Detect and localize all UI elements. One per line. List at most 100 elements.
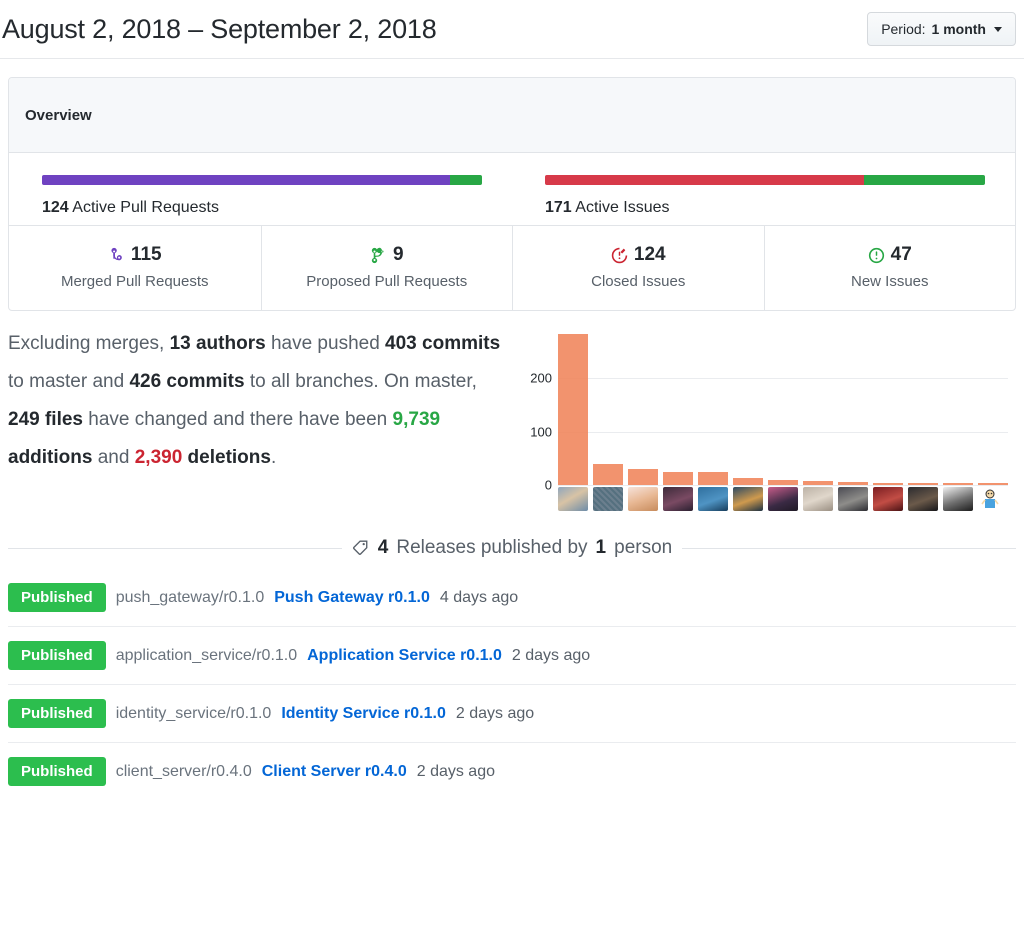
chart-avatar-axis [558,487,1008,511]
stat-proposed-pull-requests-value: 9 [392,244,404,265]
chart-bars [558,325,1008,485]
chart-bar[interactable] [908,483,938,485]
proposed-pull-requests-segment [449,175,482,185]
releases-divider-right [682,547,1017,549]
release-tag[interactable]: identity_service/r0.1.0 [115,704,272,722]
release-status-badge: Published [8,641,106,670]
contributor-avatar[interactable] [803,487,833,511]
releases-person-count: 1 [595,537,607,558]
stat-new-issues-value: 47 [890,244,912,265]
active-pull-requests-label: Active Pull Requests [72,199,219,216]
chart-bar[interactable] [628,469,658,485]
period-label: Period: [881,21,926,37]
git-branch-icon [370,247,387,264]
chart-bar[interactable] [558,334,588,485]
release-tag[interactable]: application_service/r0.1.0 [115,646,298,664]
pull-requests-progress-bar [42,175,482,185]
chart-bar[interactable] [593,463,623,485]
release-name-link[interactable]: Client Server r0.4.0 [261,762,407,780]
release-name-link[interactable]: Push Gateway r0.1.0 [274,588,430,606]
releases-heading-end: person [614,537,673,558]
chart-bar[interactable] [768,479,798,485]
chart-y-axis: 0 100 200 [510,325,552,493]
commits-text-2: have pushed [265,333,386,354]
release-name-link[interactable]: Identity Service r0.1.0 [281,704,446,722]
contributor-avatar[interactable] [943,487,973,511]
commits-text-1: Excluding merges, [8,333,170,354]
release-name-link[interactable]: Application Service r0.1.0 [307,646,502,664]
release-row: Published identity_service/r0.1.0 Identity… [8,685,1016,743]
chart-bar[interactable] [803,481,833,485]
commits-all-count: 426 commits [129,371,245,392]
contributor-avatar[interactable] [978,487,1008,511]
period-value: 1 month [931,21,986,37]
overview-panel: Overview 124 Active Pull Requests 17 [8,77,1016,311]
overview-stats-row: 115 Merged Pull Requests 9 Proposed Pull… [9,225,1015,310]
stat-merged-pull-requests[interactable]: 115 Merged Pull Requests [9,226,261,310]
chart-gridline [558,378,1008,380]
stat-new-issues[interactable]: 47 New Issues [763,226,1016,310]
chart-plot-area [558,325,1008,486]
stat-closed-issues-value: 124 [633,244,666,265]
chart-gridline [558,485,1008,486]
release-timestamp: 2 days ago [511,646,591,664]
commits-text-7: . [270,447,277,468]
issue-opened-icon [868,247,885,264]
release-timestamp: 4 days ago [439,588,519,606]
active-pull-requests-count: 124 [42,199,69,216]
closed-issues-segment [545,175,864,185]
chart-bar[interactable] [663,471,693,485]
chart-gridline [558,431,1008,433]
contributor-avatar[interactable] [838,487,868,511]
deletions-count: 2,390 [134,447,183,468]
contributor-avatar[interactable] [663,487,693,511]
files-changed-count: 249 files [8,409,83,430]
additions-word: additions [8,447,93,468]
git-merge-icon [108,247,125,264]
release-status-badge: Published [8,757,106,786]
contributor-avatar[interactable] [628,487,658,511]
pull-requests-summary: 124 Active Pull Requests [9,175,512,217]
stat-merged-pull-requests-label: Merged Pull Requests [60,273,209,290]
overview-heading: Overview [9,78,1015,153]
commits-text-3: to master and [8,371,130,392]
contributor-avatar[interactable] [698,487,728,511]
release-tag[interactable]: client_server/r0.4.0 [115,762,252,780]
stat-merged-pull-requests-value: 115 [130,244,162,265]
issue-closed-icon [611,247,628,264]
release-status-badge: Published [8,699,106,728]
issues-summary: 171 Active Issues [512,175,1015,217]
release-row: Published client_server/r0.4.0 Client Serv… [8,743,1016,800]
additions-count: 9,739 [392,409,441,430]
stat-new-issues-label: New Issues [850,273,929,290]
release-row: Published push_gateway/r0.1.0 Push Gateway… [8,569,1016,627]
contributor-avatar[interactable] [908,487,938,511]
issues-progress-bar [545,175,985,185]
stat-proposed-pull-requests[interactable]: 9 Proposed Pull Requests [260,226,513,310]
chart-bar[interactable] [698,472,728,485]
release-tag[interactable]: push_gateway/r0.1.0 [115,588,265,606]
chart-bar[interactable] [943,483,973,485]
contributor-avatar[interactable] [593,487,623,511]
page-header: August 2, 2018 – September 2, 2018 Perio… [0,0,1024,58]
active-issues-caption: 171 Active Issues [545,199,985,217]
commits-master-count: 403 commits [385,333,501,354]
chart-bar[interactable] [838,482,868,485]
release-row: Published application_service/r0.1.0 Appli… [8,627,1016,685]
active-issues-count: 171 [545,199,572,216]
contributor-avatar[interactable] [873,487,903,511]
active-issues-label: Active Issues [575,199,670,216]
contributor-avatar[interactable] [733,487,763,511]
period-dropdown-button[interactable]: Period: 1 month [867,12,1016,46]
chart-bar[interactable] [733,477,763,485]
commits-text-6: and [92,447,135,468]
tag-icon [352,539,370,557]
stat-closed-issues[interactable]: 124 Closed Issues [512,226,764,310]
chart-y-tick-200: 200 [530,370,552,386]
chart-bar[interactable] [978,483,1008,485]
contributor-avatar[interactable] [768,487,798,511]
chart-bar[interactable] [873,483,903,485]
contributors-chart: 0 100 200 [504,325,1014,515]
contributor-avatar[interactable] [558,487,588,511]
